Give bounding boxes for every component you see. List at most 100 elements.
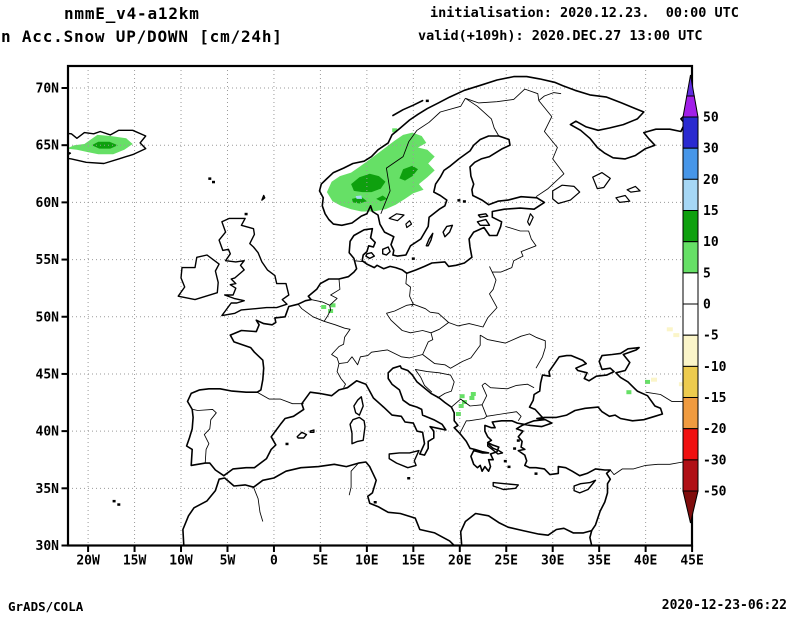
snow-speck [458,404,464,408]
snow-speck [645,379,650,384]
colorbar-arrow-top-tip [686,74,695,97]
country-border [481,382,488,405]
country-border [448,266,498,328]
lon-tick-label: 35E [587,554,610,569]
country-border [348,462,359,496]
init-time-label: initialisation: 2020.12.23. 00:00 UTC [430,5,739,21]
country-border [492,225,537,273]
colorbar-label: 0 [703,298,711,313]
small-island-dot [534,472,538,475]
lat-tick-label: 70N [36,82,60,97]
island-outline [487,443,504,455]
product-title: n Acc.Snow UP/DOWN [cm/24h] [1,27,283,46]
small-island-dot [503,459,507,463]
country-border [609,461,683,476]
model-title: nmmE_v4-a12km [64,4,200,23]
small-island-dot [285,442,289,446]
country-border [465,97,500,137]
map-interior [68,66,692,546]
island-outline [296,431,308,439]
small-island-dot [457,199,461,202]
island-outline [477,213,489,218]
snow-speck [469,396,475,400]
melt-speck [678,382,685,387]
colorbar-label: 15 [703,204,719,219]
coastline [459,512,593,546]
island-outline [365,252,375,260]
country-border [380,98,466,214]
colorbar-segment [682,272,699,305]
country-border [386,303,450,334]
small-island-dot [425,99,429,103]
small-island-dot [208,177,212,180]
snow-area-dark [352,196,367,204]
lon-tick-label: 5W [220,554,236,569]
lake-outline [527,213,534,226]
country-border [405,273,414,307]
snow-speck [328,309,334,313]
snow-speck [459,394,465,399]
country-border [484,382,535,390]
country-border [415,368,455,399]
country-border [253,487,264,522]
colorbar-segment [682,147,699,180]
island-outline [573,479,597,494]
lon-tick-label: 15W [123,554,147,569]
country-border [479,333,546,369]
colorbar-segment [682,459,699,492]
island-outline [425,232,434,247]
valid-time-label: valid(+109h): 2020.DEC.27 13:00 UTC [418,28,703,44]
country-border [535,100,565,198]
snow-area-dark [376,195,388,202]
small-island-dot [516,439,520,442]
colorbar-segment [682,241,699,274]
snow-area-dark [351,173,386,193]
colorbar-label: 5 [703,266,711,281]
grads-credit: GrADS/COLA [8,599,84,614]
country-border [338,332,434,366]
colorbar-segment [682,178,699,212]
lake-outline [592,172,611,190]
country-border [486,411,522,422]
island-outline [492,481,519,491]
island-outline [349,416,366,445]
small-island-dot [513,447,517,450]
creation-timestamp: 2020-12-23-06:22 [661,598,787,613]
island-outline [261,194,266,201]
colorbar-segment [682,210,699,243]
colorbar-segment [682,397,699,430]
island-outline [382,246,391,256]
lon-tick-label: 10E [355,554,378,569]
snow-area-heavy [355,195,363,199]
lat-tick-label: 40N [36,425,60,440]
small-island-dot [117,503,121,506]
country-border [311,299,332,322]
colorbar-label: 20 [703,173,719,188]
lat-tick-label: 50N [36,310,60,325]
small-island-dot [507,465,511,469]
colorbar-segment [682,365,699,399]
map-frame [66,64,694,547]
colorbar-label: 50 [703,111,719,126]
melt-speck [651,377,657,382]
lat-tick-label: 65N [36,139,60,154]
island-outline [309,429,315,433]
coastline [392,99,424,117]
melt-speck [673,333,680,338]
island-outline [353,396,364,416]
colorbar-label: -5 [703,329,719,344]
lat-tick-label: 30N [36,539,60,554]
country-border [256,391,304,405]
colorbar-label: -15 [703,391,726,406]
lon-tick-label: 25E [495,554,518,569]
small-island-dot [244,212,248,216]
lon-tick-label: 20W [76,554,100,569]
lon-tick-label: 40E [634,554,657,569]
lon-tick-label: 20E [448,554,471,569]
island-outline [442,224,454,238]
small-island-dot [411,257,415,260]
island-outline [388,449,420,469]
coastline [182,461,455,546]
snow-speck [330,303,336,308]
